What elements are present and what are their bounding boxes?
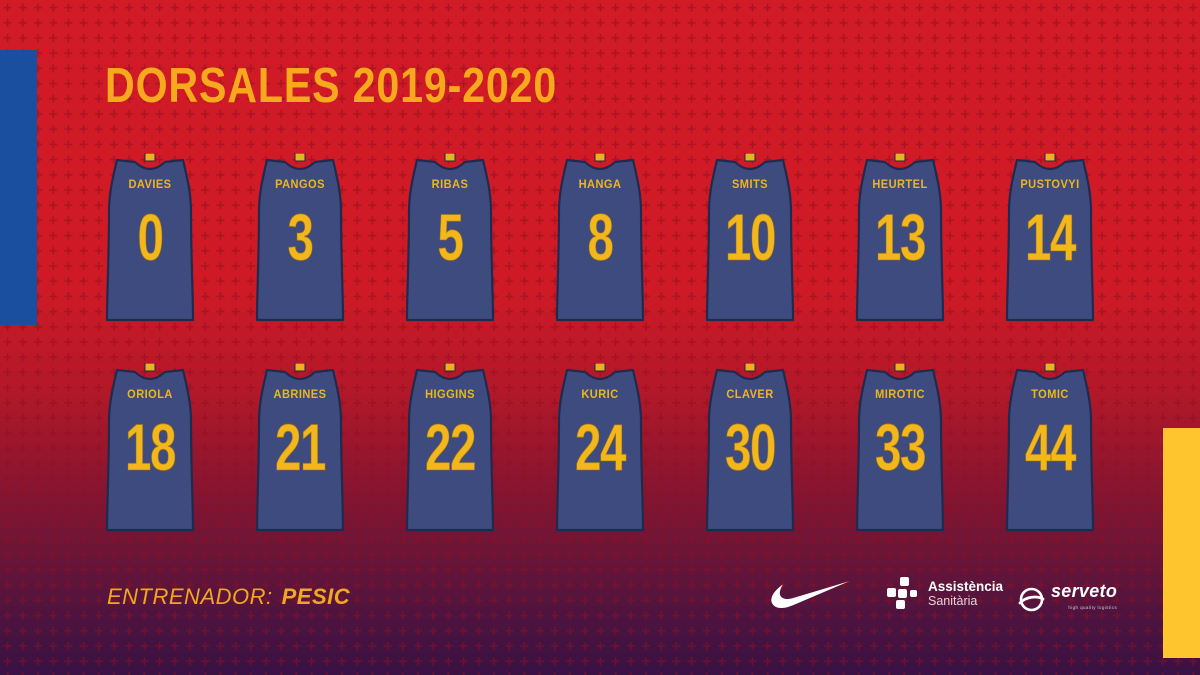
jersey-icon bbox=[1005, 153, 1095, 322]
left-blue-bar bbox=[0, 50, 37, 325]
collar-tab bbox=[294, 363, 306, 372]
jersey-card: DAVIES 0 bbox=[100, 153, 200, 325]
player-number: 14 bbox=[1025, 199, 1077, 274]
jersey-card: CLAVER 30 bbox=[700, 363, 800, 535]
jersey-card: TOMIC 44 bbox=[1000, 363, 1100, 535]
assistencia-sanitaria-logo: Assistència Sanitària bbox=[886, 577, 1003, 610]
collar-tab bbox=[894, 153, 906, 162]
collar-tab bbox=[894, 363, 906, 372]
collar-tab bbox=[144, 363, 156, 372]
player-number: 22 bbox=[425, 409, 477, 484]
collar-tab bbox=[444, 363, 456, 372]
jersey-icon bbox=[705, 153, 795, 322]
player-name: ABRINES bbox=[273, 387, 327, 401]
player-number: 10 bbox=[725, 199, 777, 274]
collar-tab bbox=[1044, 153, 1056, 162]
jersey-icon bbox=[855, 363, 945, 532]
jersey-grid: DAVIES 0 PANGOS 3 RIBAS 5 HANGA bbox=[75, 153, 1125, 535]
coach-line: ENTRENADOR: PESIC bbox=[107, 584, 350, 610]
player-name: KURIC bbox=[581, 387, 619, 401]
jersey-card: RIBAS 5 bbox=[400, 153, 500, 325]
player-number: 30 bbox=[725, 409, 777, 484]
player-name: PANGOS bbox=[275, 177, 325, 191]
player-name: TOMIC bbox=[1031, 387, 1069, 401]
jersey-icon bbox=[405, 153, 495, 322]
jersey-icon bbox=[405, 363, 495, 532]
jersey-icon bbox=[705, 363, 795, 532]
collar-tab bbox=[744, 153, 756, 162]
collar-tab bbox=[594, 363, 606, 372]
serveto-name: serveto bbox=[1051, 581, 1118, 601]
serveto-tagline: high quality logistics bbox=[1068, 605, 1118, 610]
player-number: 5 bbox=[437, 199, 464, 274]
player-number: 3 bbox=[287, 199, 314, 274]
collar-tab bbox=[744, 363, 756, 372]
assistencia-line2: Sanitària bbox=[928, 593, 978, 608]
player-number: 13 bbox=[875, 199, 927, 274]
nike-logo bbox=[768, 580, 852, 610]
collar-tab bbox=[294, 153, 306, 162]
page-title: DORSALES 2019-2020 bbox=[105, 59, 558, 113]
jersey-icon bbox=[555, 153, 645, 322]
jersey-card: HIGGINS 22 bbox=[400, 363, 500, 535]
coach-label: ENTRENADOR: bbox=[107, 584, 273, 609]
right-yellow-bar bbox=[1163, 428, 1200, 658]
collar-tab bbox=[1044, 363, 1056, 372]
jersey-icon bbox=[855, 153, 945, 322]
player-name: PUSTOVYI bbox=[1020, 177, 1080, 191]
jersey-icon bbox=[255, 363, 345, 532]
player-number: 21 bbox=[275, 409, 327, 484]
player-number: 44 bbox=[1025, 409, 1077, 484]
player-name: CLAVER bbox=[726, 387, 774, 401]
player-name: HANGA bbox=[578, 177, 622, 191]
player-name: HEURTEL bbox=[872, 177, 928, 191]
serveto-ring-icon bbox=[1018, 587, 1045, 612]
jersey-card: SMITS 10 bbox=[700, 153, 800, 325]
jersey-card: HANGA 8 bbox=[550, 153, 650, 325]
jersey-card: ABRINES 21 bbox=[250, 363, 350, 535]
collar-tab bbox=[444, 153, 456, 162]
jersey-icon bbox=[105, 363, 195, 532]
player-number: 24 bbox=[575, 409, 627, 484]
jersey-icon bbox=[1005, 363, 1095, 532]
jersey-card: PUSTOVYI 14 bbox=[1000, 153, 1100, 325]
player-number: 18 bbox=[125, 409, 177, 484]
coach-name: PESIC bbox=[281, 584, 351, 609]
jersey-card: HEURTEL 13 bbox=[850, 153, 950, 325]
player-number: 33 bbox=[875, 409, 927, 484]
player-number: 0 bbox=[137, 199, 164, 274]
jersey-icon bbox=[255, 153, 345, 322]
player-number: 8 bbox=[587, 199, 614, 274]
assistencia-cross-icon bbox=[887, 577, 917, 609]
jersey-card: PANGOS 3 bbox=[250, 153, 350, 325]
serveto-logo: serveto high quality logistics bbox=[1018, 582, 1117, 617]
player-name: MIROTIC bbox=[875, 387, 925, 401]
player-name: RIBAS bbox=[431, 177, 469, 191]
player-name: SMITS bbox=[731, 177, 769, 191]
jersey-icon bbox=[555, 363, 645, 532]
collar-tab bbox=[594, 153, 606, 162]
jersey-card: KURIC 24 bbox=[550, 363, 650, 535]
jersey-icon bbox=[105, 153, 195, 322]
player-name: HIGGINS bbox=[425, 387, 475, 401]
player-name: ORIOLA bbox=[127, 387, 173, 401]
nike-swoosh-icon bbox=[771, 581, 850, 609]
jersey-card: MIROTIC 33 bbox=[850, 363, 950, 535]
player-name: DAVIES bbox=[128, 177, 172, 191]
collar-tab bbox=[144, 153, 156, 162]
assistencia-line1: Assistència bbox=[928, 578, 1004, 594]
jersey-card: ORIOLA 18 bbox=[100, 363, 200, 535]
